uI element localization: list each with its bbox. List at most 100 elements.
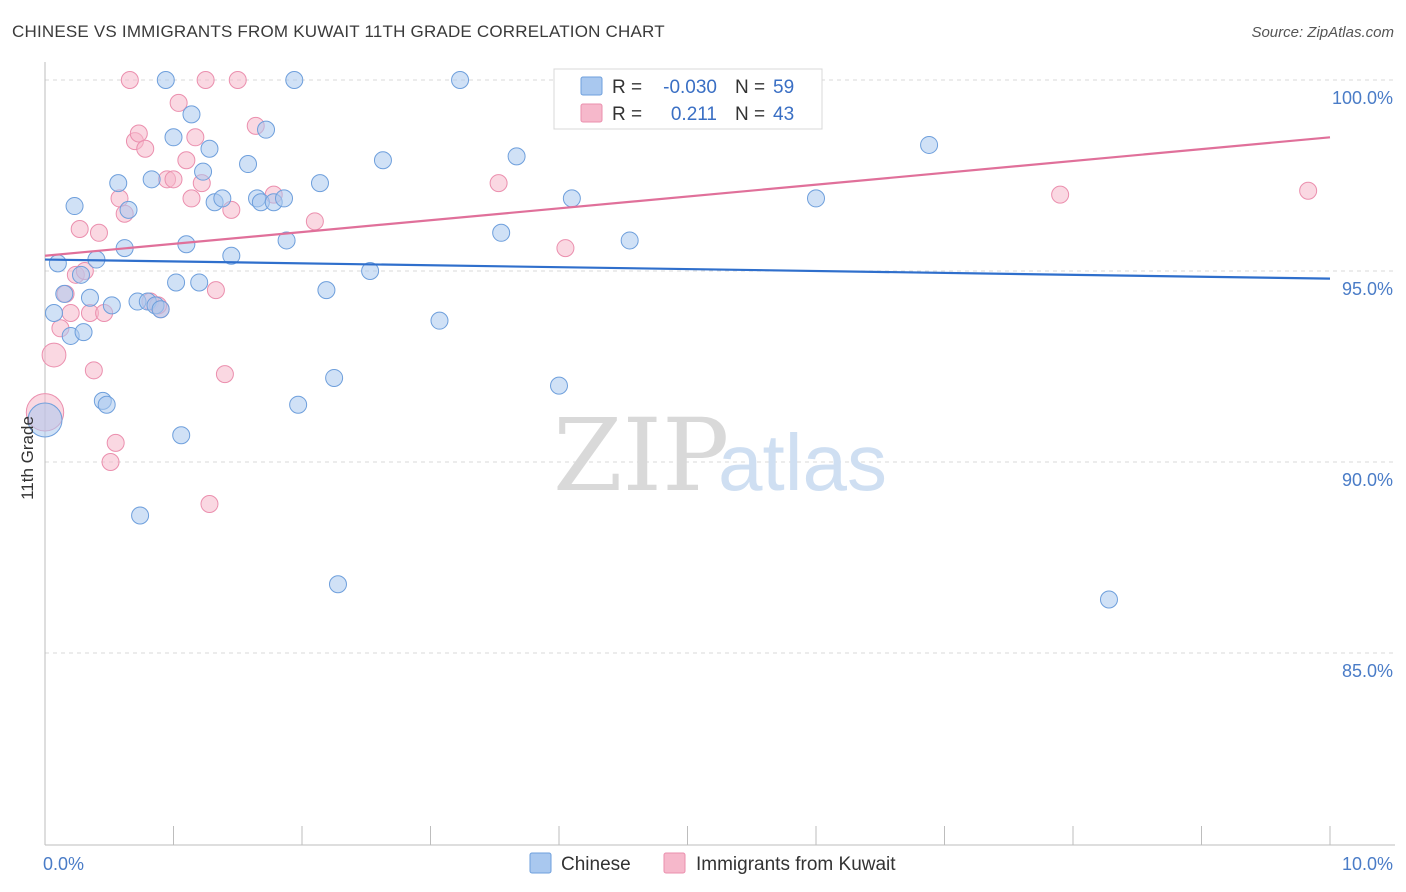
- series-legend: Chinese Immigrants from Kuwait: [529, 852, 896, 875]
- point-chinese: [109, 174, 128, 193]
- point-kuwait: [101, 453, 120, 471]
- point-chinese: [257, 120, 276, 139]
- point-chinese: [194, 162, 213, 181]
- point-chinese: [119, 200, 138, 219]
- trend-line-kuwait: [44, 136, 1331, 257]
- bottom-legend-swatch-chinese: [529, 852, 552, 874]
- point-chinese: [167, 273, 186, 292]
- chart-title: CHINESE VS IMMIGRANTS FROM KUWAIT 11TH G…: [12, 22, 665, 41]
- point-kuwait: [41, 342, 67, 368]
- point-chinese: [920, 135, 939, 154]
- point-chinese: [328, 575, 347, 594]
- point-kuwait: [169, 93, 188, 112]
- point-chinese: [562, 189, 581, 208]
- point-chinese: [102, 296, 121, 315]
- point-kuwait: [489, 174, 508, 193]
- point-chinese: [44, 304, 63, 323]
- point-chinese: [310, 174, 329, 193]
- legend-r-label-chinese: R =: [612, 77, 642, 98]
- point-chinese: [620, 231, 639, 250]
- point-chinese: [200, 139, 219, 158]
- point-chinese: [807, 189, 825, 208]
- point-chinese: [289, 395, 308, 414]
- point-chinese: [275, 189, 294, 208]
- legend-r-label-kuwait: R =: [612, 104, 642, 125]
- bottom-legend-label-kuwait: Immigrants from Kuwait: [696, 854, 896, 875]
- point-chinese: [213, 189, 232, 208]
- point-chinese: [239, 155, 258, 174]
- point-chinese: [285, 71, 304, 89]
- watermark-atlas: atlas: [718, 418, 887, 507]
- point-kuwait: [120, 71, 139, 89]
- point-kuwait: [200, 495, 219, 514]
- point-chinese: [71, 265, 90, 284]
- point-kuwait: [61, 304, 80, 323]
- point-kuwait: [186, 128, 205, 147]
- point-chinese: [182, 105, 201, 124]
- y-tick-label: 85.0%: [1342, 661, 1393, 681]
- point-chinese: [550, 376, 568, 395]
- point-kuwait: [129, 124, 148, 143]
- y-tick-label: 95.0%: [1342, 279, 1393, 299]
- x-tick-label: 0.0%: [43, 854, 84, 874]
- y-tick-label: 100.0%: [1332, 88, 1393, 108]
- point-chinese: [430, 311, 449, 330]
- point-chinese: [222, 246, 241, 265]
- chinese-points: [27, 71, 1118, 609]
- legend-n-label-kuwait: N =: [735, 104, 765, 125]
- point-chinese: [507, 147, 526, 166]
- point-chinese: [317, 281, 336, 300]
- point-kuwait: [182, 189, 201, 208]
- point-kuwait: [196, 71, 215, 89]
- axes: [44, 62, 1395, 846]
- point-chinese: [65, 197, 84, 216]
- point-kuwait: [206, 281, 225, 300]
- point-chinese: [325, 368, 344, 387]
- y-axis-label: 11th Grade: [18, 416, 37, 500]
- y-tick-labels: 100.0% 95.0% 90.0% 85.0%: [1332, 88, 1393, 681]
- point-kuwait: [89, 223, 108, 242]
- point-kuwait: [1051, 185, 1070, 204]
- bottom-legend-swatch-kuwait: [663, 852, 686, 874]
- x-tick-label: 10.0%: [1342, 854, 1393, 874]
- point-kuwait: [177, 151, 196, 170]
- point-kuwait: [1299, 181, 1318, 200]
- point-chinese: [361, 262, 380, 280]
- point-kuwait: [305, 212, 324, 231]
- watermark: ZIP atlas: [553, 397, 887, 514]
- point-chinese: [97, 395, 116, 414]
- point-chinese: [492, 223, 511, 242]
- legend-swatch-kuwait: [580, 103, 603, 123]
- legend-n-label-chinese: N =: [735, 77, 765, 98]
- legend-n-value-chinese: 59: [773, 77, 794, 98]
- point-chinese: [55, 284, 74, 303]
- y-tick-label: 90.0%: [1342, 470, 1393, 490]
- point-kuwait: [106, 433, 125, 452]
- point-kuwait: [556, 239, 575, 258]
- watermark-zip: ZIP: [553, 397, 729, 514]
- legend-r-value-chinese: -0.030: [663, 77, 717, 98]
- point-kuwait: [228, 71, 247, 89]
- point-kuwait: [164, 170, 183, 189]
- point-chinese: [451, 71, 470, 89]
- point-chinese: [373, 151, 392, 170]
- point-chinese: [190, 273, 209, 292]
- point-chinese: [142, 170, 161, 189]
- point-kuwait: [84, 361, 103, 380]
- trend-lines: [44, 136, 1331, 280]
- point-chinese: [131, 506, 150, 525]
- trend-line-chinese: [44, 258, 1331, 280]
- source-label: Source: ZipAtlas.com: [1251, 24, 1394, 41]
- point-chinese: [151, 300, 170, 319]
- legend-swatch-chinese: [580, 76, 603, 96]
- point-chinese: [48, 254, 67, 273]
- bottom-legend-label-chinese: Chinese: [561, 854, 631, 875]
- point-chinese: [27, 402, 63, 438]
- point-chinese: [164, 128, 183, 147]
- point-chinese: [156, 71, 175, 89]
- point-chinese: [1099, 590, 1118, 609]
- point-kuwait: [70, 219, 89, 238]
- point-chinese: [80, 288, 99, 307]
- point-chinese: [172, 426, 191, 445]
